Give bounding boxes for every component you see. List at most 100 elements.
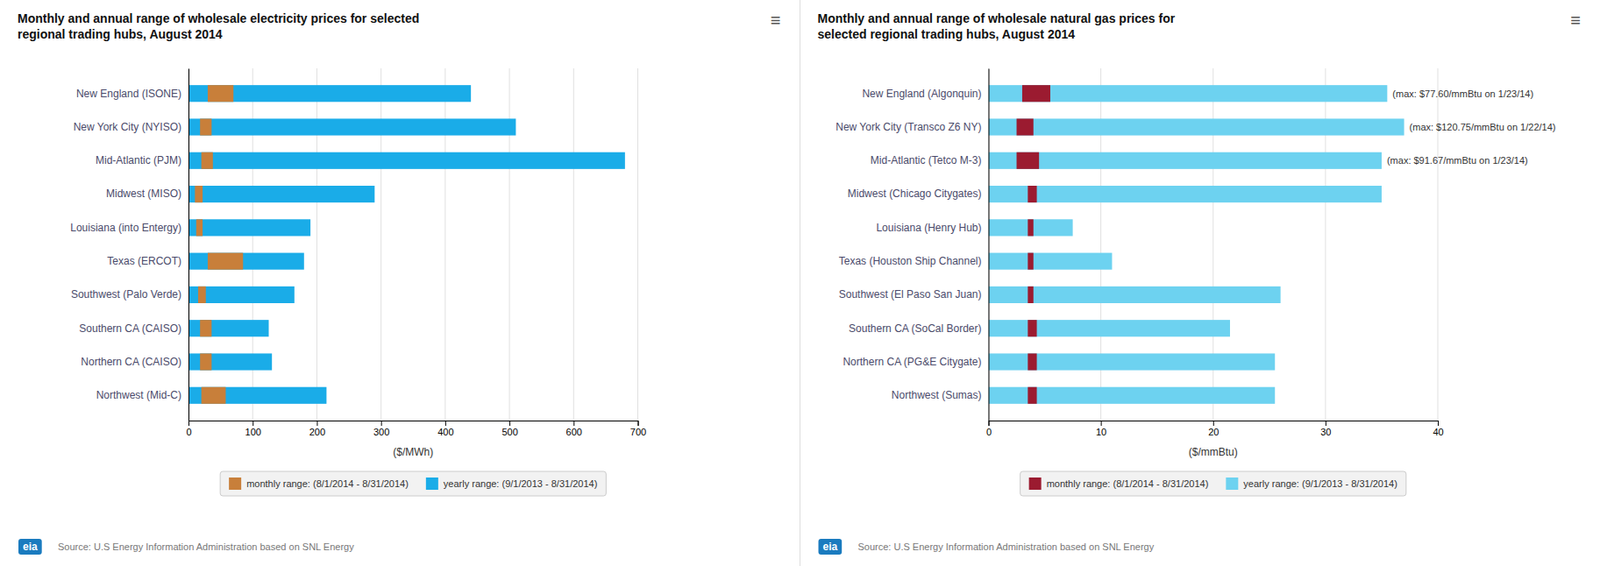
tick-mark <box>1437 420 1439 427</box>
legend-swatch <box>228 477 242 491</box>
axis-line <box>189 421 640 427</box>
series <box>1016 85 1051 405</box>
bar <box>207 253 243 271</box>
tick-label: Northwest (Mid-C) <box>96 389 182 402</box>
bar <box>201 387 227 405</box>
source-note: Source: U.S Energy Information Administr… <box>858 541 1155 553</box>
y-tick: Northwest (Sumas) <box>891 389 989 402</box>
tick-label: 300 <box>373 426 390 438</box>
x-axis: 010203040 <box>986 420 1444 438</box>
tick-label: Louisiana (into Entergy) <box>70 221 182 235</box>
y-tick: Northern CA (PG&E Citygate) <box>842 355 989 369</box>
grid-line <box>988 68 989 421</box>
bar <box>1027 286 1033 304</box>
chart-root: Monthly and annual range of wholesale el… <box>0 0 1600 566</box>
bar <box>988 118 1405 136</box>
y-tick: Louisiana (Henry Hub) <box>875 221 989 235</box>
bar <box>988 320 1231 337</box>
legend-label: yearly range: (9/1/2013 - 8/31/2014) <box>443 478 598 490</box>
y-tick: Louisiana (into Entergy) <box>70 221 189 235</box>
tick-mark <box>188 420 190 427</box>
tick-label: 600 <box>566 426 583 438</box>
tick-mark <box>1325 420 1327 427</box>
logo-box <box>18 539 43 555</box>
tick-label: New England (ISONE) <box>76 87 182 100</box>
legend-item[interactable]: yearly range: (9/1/2013 - 8/31/2014) <box>426 477 598 491</box>
legend-item[interactable]: monthly range: (8/1/2014 - 8/31/2014) <box>228 477 409 491</box>
bar <box>988 387 1276 405</box>
tick-label: 20 <box>1208 426 1219 438</box>
tick-label: 100 <box>245 426 262 438</box>
axis-title: ($/MWh) <box>392 446 434 459</box>
bar <box>188 85 471 102</box>
grid-line <box>573 68 575 421</box>
x-tick: 200 <box>309 420 326 438</box>
tick-label: Southern CA (CAISO) <box>78 322 182 335</box>
plot-area: 0100200300400500600700New England (ISONE… <box>70 68 647 497</box>
x-tick: 500 <box>501 420 518 438</box>
bar <box>188 219 311 236</box>
tick-mark <box>316 420 318 427</box>
menu-icon[interactable]: ≡ <box>1570 10 1581 30</box>
x-tick: 0 <box>986 420 992 438</box>
tick-label: Texas (ERCOT) <box>106 255 182 268</box>
series <box>194 85 243 405</box>
bar <box>194 185 203 203</box>
bar <box>1027 219 1033 236</box>
plot-area: (max: $77.60/mmBtu on 1/23/14)(max: $120… <box>835 68 1556 497</box>
tick-label: Southern CA (SoCal Border) <box>848 322 982 335</box>
annotations: (max: $77.60/mmBtu on 1/23/14)(max: $120… <box>1386 88 1557 167</box>
annotation: (max: $91.67/mmBtu on 1/23/14) <box>1386 155 1529 166</box>
bar <box>988 152 1382 170</box>
tick-label: Mid-Atlantic (PJM) <box>95 154 182 167</box>
tick-label: New York City (NYISO) <box>73 120 182 134</box>
axis-line <box>188 69 190 422</box>
tick-label: Midwest (MISO) <box>106 187 182 200</box>
bar <box>188 286 295 304</box>
y-tick: Texas (Houston Ship Channel) <box>839 255 989 268</box>
legend-swatch <box>1029 477 1042 491</box>
grid <box>988 68 1439 421</box>
bar <box>188 387 327 405</box>
logo-box <box>818 539 843 555</box>
x-axis: 0100200300400500600700 <box>185 420 647 438</box>
legend-swatch <box>426 477 439 491</box>
y-tick: Midwest (MISO) <box>106 187 189 200</box>
tick-label: 0 <box>986 426 992 438</box>
tick-label: Louisiana (Henry Hub) <box>875 221 982 235</box>
tick-mark <box>509 420 511 427</box>
x-tick: 700 <box>630 420 647 438</box>
y-tick: Midwest (Chicago Citygates) <box>847 187 989 200</box>
tick-label: Northwest (Sumas) <box>891 389 982 402</box>
y-tick: Mid-Atlantic (PJM) <box>95 154 189 167</box>
bar <box>988 185 1382 203</box>
tick-label: Mid-Atlantic (Tetco M-3) <box>870 154 982 167</box>
bar <box>188 118 516 136</box>
tick-label: Southwest (El Paso San Juan) <box>839 288 982 301</box>
bar <box>1016 118 1034 136</box>
tick-label: Northern CA (PG&E Citygate) <box>842 355 982 369</box>
menu-icon[interactable]: ≡ <box>770 10 782 30</box>
bar <box>198 286 207 304</box>
tick-label: 30 <box>1320 426 1331 438</box>
x-tick: 40 <box>1432 420 1444 438</box>
y-tick: Northern CA (CAISO) <box>80 355 189 369</box>
legend-item[interactable]: yearly range: (9/1/2013 - 8/31/2014) <box>1225 477 1398 491</box>
logo-text: eia <box>823 540 839 554</box>
divider <box>799 0 801 566</box>
bar <box>1022 85 1051 102</box>
bar <box>188 353 272 370</box>
logo: eia <box>18 539 43 555</box>
legend-item[interactable]: monthly range: (8/1/2014 - 8/31/2014) <box>1029 477 1209 491</box>
bar <box>188 185 375 203</box>
source-note: Source: U.S Energy Information Administr… <box>57 541 355 553</box>
panel: Monthly and annual range of wholesale na… <box>817 10 1582 555</box>
bar <box>988 286 1281 304</box>
y-tick: Southern CA (SoCal Border) <box>848 322 989 335</box>
legend-box <box>1020 471 1407 497</box>
chart-title: Monthly and annual range of wholesale na… <box>817 11 1176 42</box>
tick-label: 0 <box>185 426 192 438</box>
bar <box>1016 152 1040 170</box>
y-axis: New England (Algonquin)New York City (Tr… <box>835 69 989 422</box>
tick-mark <box>638 420 640 427</box>
